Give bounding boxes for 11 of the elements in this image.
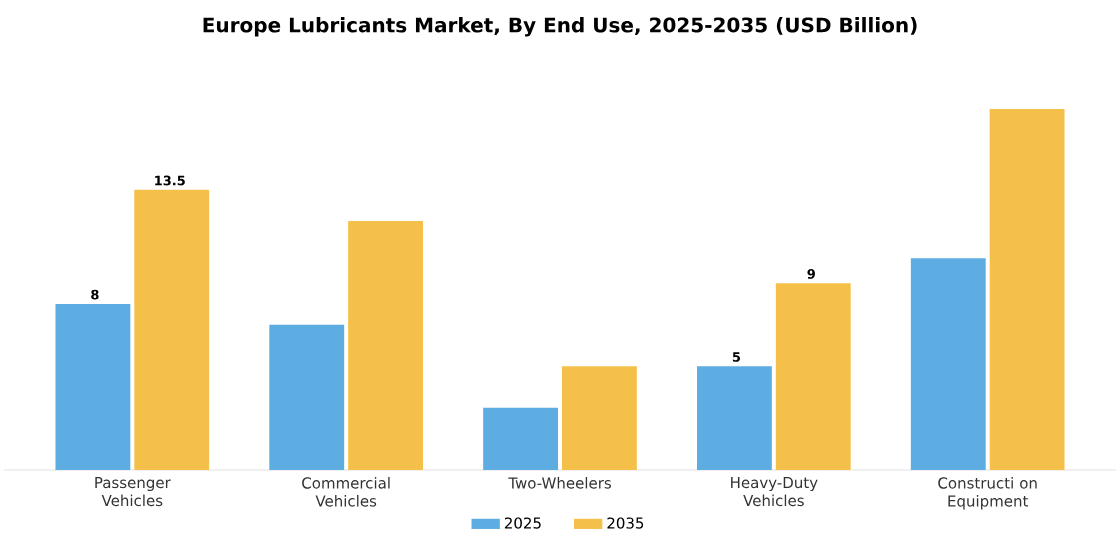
bar [483, 407, 559, 470]
bar [134, 189, 210, 470]
bar [775, 283, 851, 470]
bar [697, 366, 772, 470]
chart-title: Europe Lubricants Market, By End Use, 2025-2035 (USD Billion) [203, 17, 917, 37]
bar [55, 303, 131, 470]
bar [910, 258, 986, 470]
bar [348, 220, 423, 470]
bar [989, 108, 1065, 470]
bar [561, 366, 637, 470]
bar [269, 324, 345, 470]
